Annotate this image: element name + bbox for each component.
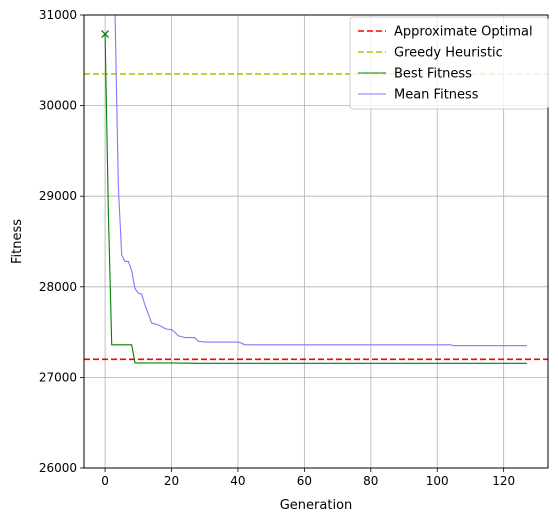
y-tick-label: 28000	[39, 280, 77, 294]
y-tick-label: 27000	[39, 370, 77, 384]
axes-frame	[83, 14, 549, 469]
y-axis-label: Fitness	[10, 219, 25, 264]
best-fitness-series	[104, 34, 527, 364]
legend: Approximate Optimal Greedy Heuristic Best …	[349, 16, 549, 110]
y-tick-label: 30000	[39, 99, 77, 113]
x-tick-label: 80	[363, 474, 378, 488]
x-axis-label: Generation	[280, 498, 353, 513]
mean-fitness-series	[114, 15, 527, 347]
x-tick-label: 20	[164, 474, 179, 488]
x-tick-label: 60	[297, 474, 312, 488]
series-lines	[104, 15, 527, 364]
legend-label: Best Fitness	[394, 67, 472, 82]
x-tick-label: 0	[101, 474, 109, 488]
x-tick-label: 120	[492, 474, 515, 488]
markers	[101, 30, 110, 38]
y-tick-label: 26000	[39, 461, 77, 475]
y-tick-label: 31000	[39, 8, 77, 22]
y-axis-ticks: 26000 27000 28000 29000 30000 31000	[39, 8, 84, 475]
legend-label: Mean Fitness	[394, 88, 479, 103]
legend-box	[349, 16, 549, 110]
legend-label: Greedy Heuristic	[394, 46, 503, 61]
x-axis-ticks: 0 20 40 60 80 100 120	[101, 468, 515, 488]
y-tick-label: 29000	[39, 189, 77, 203]
legend-label: Approximate Optimal	[394, 25, 533, 40]
x-tick-label: 40	[230, 474, 245, 488]
reference-lines	[84, 73, 548, 361]
x-tick-label: 100	[426, 474, 449, 488]
x-marker	[101, 30, 110, 38]
